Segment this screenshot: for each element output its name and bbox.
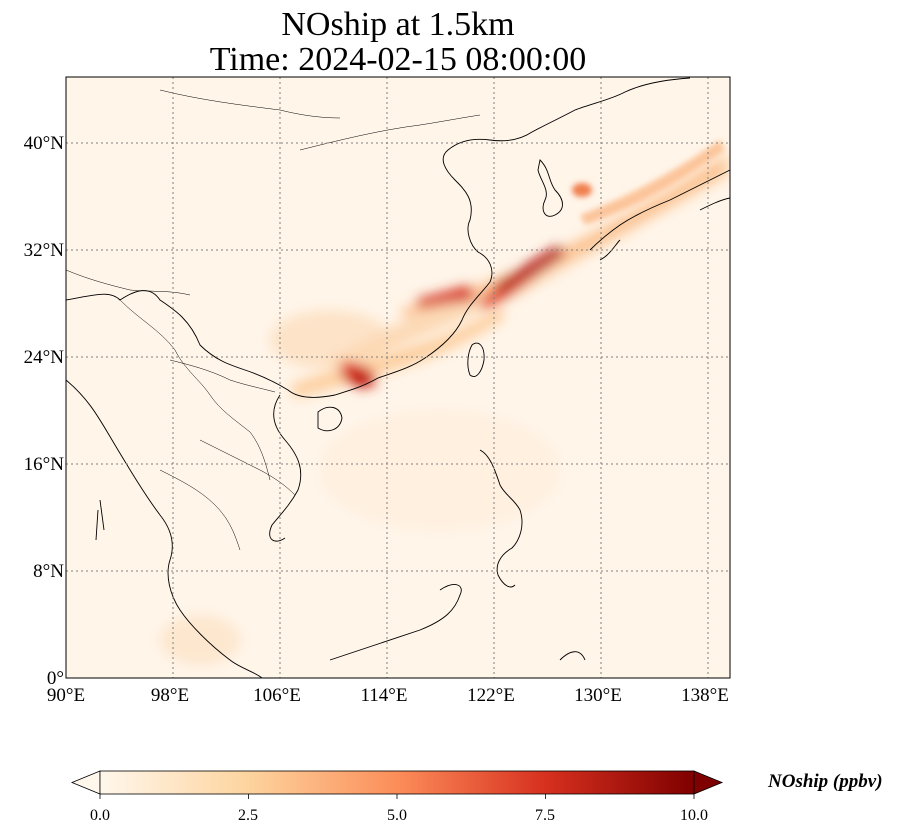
map-title-line1: NOship at 1.5km bbox=[281, 6, 515, 43]
lat-tick-label: 8°N bbox=[33, 561, 64, 582]
lon-tick-label: 130°E bbox=[574, 685, 622, 706]
map-title-line2: Time: 2024-02-15 08:00:00 bbox=[209, 41, 587, 78]
lon-tick-label: 122°E bbox=[467, 685, 515, 706]
gridlines bbox=[66, 77, 730, 678]
lat-tick-label: 40°N bbox=[23, 133, 64, 154]
colorbar-tick-label: 5.0 bbox=[387, 807, 407, 824]
map-frame bbox=[65, 76, 731, 679]
lon-tick-label: 114°E bbox=[360, 685, 408, 706]
colorbar-tick-label: 10.0 bbox=[680, 807, 708, 824]
colorbar bbox=[70, 770, 724, 799]
colorbar-gradient bbox=[99, 770, 695, 795]
plume-south-china bbox=[290, 305, 505, 398]
lon-tick-label: 90°E bbox=[46, 685, 86, 706]
lon-tick-label: 98°E bbox=[150, 685, 190, 706]
colorbar-tick-label: 0.0 bbox=[90, 807, 110, 824]
lat-tick-label: 32°N bbox=[23, 240, 64, 261]
lat-tick-label: 24°N bbox=[23, 347, 64, 368]
lon-tick-label: 138°E bbox=[681, 685, 729, 706]
plume-east-china bbox=[330, 150, 730, 372]
colorbar-tick-label: 2.5 bbox=[238, 807, 258, 824]
colorbar-max-extend bbox=[693, 770, 724, 795]
concentration-field bbox=[66, 77, 730, 678]
lon-tick-label: 106°E bbox=[253, 685, 301, 706]
colorbar-min-extend bbox=[70, 770, 101, 795]
plume-korea bbox=[572, 140, 725, 225]
coastlines bbox=[66, 77, 730, 678]
colorbar-label: NOship (ppbv) bbox=[768, 771, 883, 792]
colorbar-tick-label: 7.5 bbox=[535, 807, 555, 824]
lat-tick-label: 0° bbox=[46, 668, 64, 689]
map-background bbox=[66, 77, 730, 678]
borders bbox=[66, 89, 481, 551]
lat-tick-label: 16°N bbox=[23, 454, 64, 475]
